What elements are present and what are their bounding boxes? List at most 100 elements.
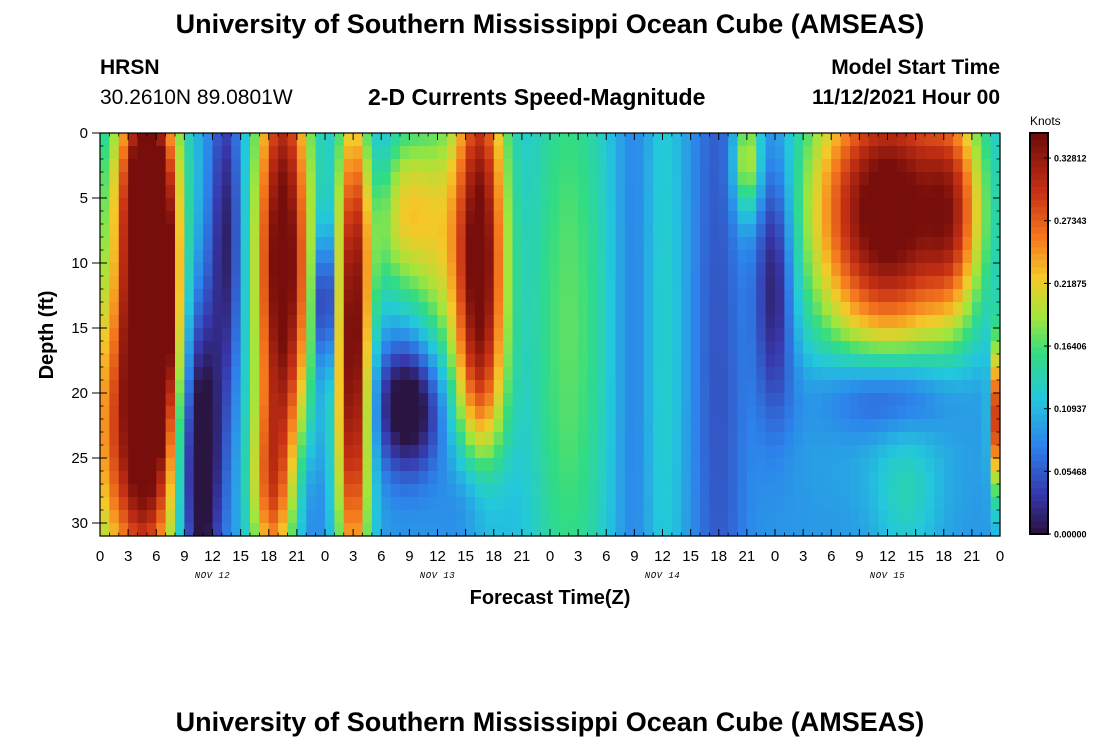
heatmap-cell [240,354,251,368]
heatmap-cell [521,471,532,485]
heatmap-cell [390,198,401,212]
heatmap-cell [821,354,832,368]
x-tick-label: 6 [827,548,835,565]
heatmap-cell [568,354,579,368]
heatmap-cell [343,393,354,407]
heatmap-cell [418,211,429,225]
heatmap-cell [240,263,251,277]
heatmap-cell [512,367,523,381]
heatmap-cell [475,445,485,459]
heatmap-cell [953,393,964,407]
heatmap-cell [718,432,729,446]
heatmap-cell [756,172,767,186]
x-tick-label: 9 [180,548,188,565]
heatmap-cell [362,237,373,251]
heatmap-cell [568,224,579,238]
heatmap-cell [100,354,110,368]
heatmap-cell [971,432,982,446]
heatmap-cell [306,510,317,524]
heatmap-cell [606,250,617,264]
heatmap-cell [812,497,823,511]
heatmap-cell [990,471,1001,485]
heatmap-cell [962,224,973,238]
heatmap-cell [671,276,682,290]
heatmap-cell [718,419,729,433]
heatmap-cell [109,211,120,225]
heatmap-cell [812,211,823,225]
heatmap-cell [118,302,129,316]
heatmap-cell [690,445,701,459]
heatmap-cell [446,328,457,342]
colorbar-segment [1030,239,1048,248]
heatmap-cell [343,328,354,342]
heatmap-cell [887,289,898,303]
x-tick-label: 3 [349,548,357,565]
heatmap-cell [559,341,570,355]
heatmap-cell [184,367,195,381]
heatmap-cell [400,523,410,537]
heatmap-cell [934,237,945,251]
x-tick-label: 3 [799,548,807,565]
heatmap-cell [493,250,504,264]
heatmap-cell [184,406,195,420]
heatmap-cell [278,263,289,277]
heatmap-cell [643,458,654,472]
heatmap-cell [878,185,889,199]
heatmap-cell [784,354,795,368]
heatmap-cell [240,276,251,290]
x-axis-title: Forecast Time(Z) [470,587,631,609]
heatmap-cell [878,172,889,186]
heatmap-cell [793,354,804,368]
heatmap-cell [943,302,954,316]
heatmap-cell [606,302,617,316]
heatmap-cell [746,276,757,290]
heatmap-cell [971,497,982,511]
heatmap-cell [325,185,335,199]
heatmap-cell [156,328,167,342]
heatmap-cell [821,224,832,238]
heatmap-cell [371,445,382,459]
heatmap-cell [971,211,982,225]
heatmap-cell [671,159,682,173]
heatmap-cell [446,185,457,199]
heatmap-cell [400,211,410,225]
heatmap-cell [193,328,204,342]
heatmap-cell [437,510,448,524]
heatmap-cell [934,497,945,511]
heatmap-cell [718,250,729,264]
heatmap-cell [615,289,626,303]
heatmap-cell [643,263,654,277]
heatmap-cell [437,289,448,303]
heatmap-cell [756,289,767,303]
heatmap-cell [353,211,364,225]
heatmap-cell [475,276,485,290]
heatmap-cell [859,289,870,303]
y-tick-label: 15 [71,320,88,337]
heatmap-cell [193,380,204,394]
heatmap-cell [400,263,410,277]
heatmap-cell [850,471,860,485]
heatmap-cell [578,432,589,446]
heatmap-cell [653,237,664,251]
heatmap-cell [943,328,954,342]
heatmap-cell [606,432,617,446]
colorbar-segment [1030,173,1048,181]
heatmap-cell [953,263,964,277]
heatmap-cell [146,458,157,472]
heatmap-cell [240,315,251,329]
heatmap-cell [831,510,842,524]
heatmap-cell [193,510,204,524]
heatmap-cell [831,146,842,160]
heatmap-cell [840,302,851,316]
heatmap-cell [109,367,120,381]
heatmap-cell [418,289,429,303]
heatmap-cell [531,263,542,277]
heatmap-cell [287,497,298,511]
heatmap-cell [550,276,560,290]
heatmap-cell [484,328,495,342]
heatmap-cell [306,367,317,381]
heatmap-cell [625,172,635,186]
heatmap-cell [512,289,523,303]
heatmap-cell [878,289,889,303]
heatmap-cell [156,393,167,407]
